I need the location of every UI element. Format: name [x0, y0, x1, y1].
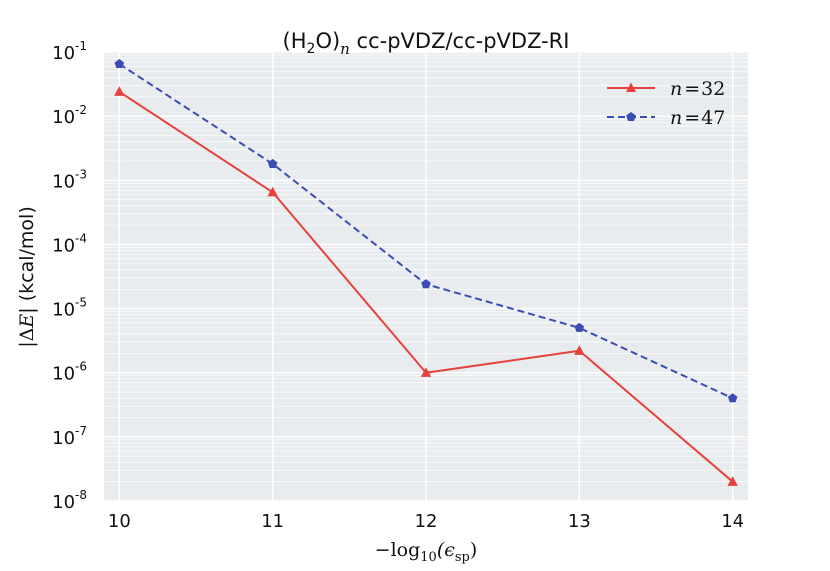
series-point-0	[114, 86, 125, 96]
legend-label-n47: n =47	[670, 107, 725, 129]
series-point-1	[114, 59, 125, 69]
y-axis-label: |ΔE| (kcal/mol)	[16, 206, 38, 347]
series-point-0	[574, 345, 585, 355]
y-tick-label: 10-1	[52, 39, 87, 64]
legend-marker-n32	[626, 82, 636, 92]
series-point-1	[727, 393, 738, 403]
series-point-1	[267, 158, 278, 168]
x-tick-labels: 10 11 12 13 14	[108, 511, 744, 532]
legend-marker-n47	[626, 112, 636, 121]
x-axis-label: −log10(ϵsp)	[375, 539, 478, 565]
legend: n =32 n =47	[607, 78, 725, 129]
series-point-0	[267, 186, 278, 197]
y-tick-label: 10-7	[52, 424, 87, 449]
x-tick-label: 12	[415, 511, 438, 532]
series-layer	[114, 59, 738, 486]
series-point-0	[420, 367, 432, 377]
y-tick-label: 10-5	[52, 296, 87, 321]
series-point-1	[574, 322, 585, 332]
x-tick-label: 14	[721, 511, 744, 532]
x-tick-label: 13	[568, 511, 591, 532]
y-tick-label: 10-2	[52, 103, 87, 128]
x-tick-label: 11	[261, 511, 284, 532]
x-tick-label: 10	[108, 511, 131, 532]
grid-major	[104, 51, 748, 502]
y-tick-labels: 10-1 10-2 10-3 10-4 10-5 10-6 10-7 10-8	[52, 39, 87, 513]
series-point-0	[727, 476, 738, 486]
chart-title: (H2O)n cc-pVDZ/cc-pVDZ-RI	[283, 29, 570, 58]
y-tick-label: 10-6	[52, 360, 87, 385]
legend-label-n32: n =32	[670, 78, 725, 100]
y-tick-label: 10-4	[52, 231, 87, 256]
series-point-1	[421, 279, 431, 289]
y-tick-label: 10-8	[52, 488, 87, 513]
y-tick-label: 10-3	[52, 167, 87, 192]
